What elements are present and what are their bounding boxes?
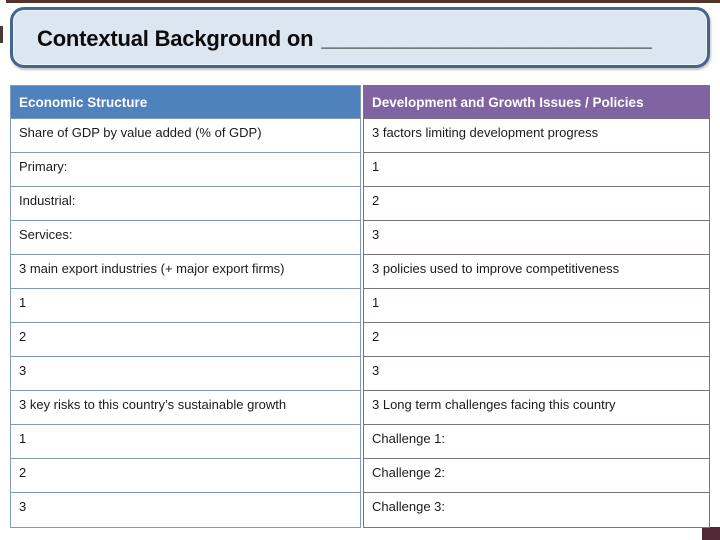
table-row: 1 bbox=[11, 425, 360, 459]
page-title: Contextual Background on bbox=[37, 26, 314, 51]
table-row: Primary: bbox=[11, 153, 360, 187]
table-row: 3 key risks to this country’s sustainabl… bbox=[11, 391, 360, 425]
table-row: 3 factors limiting development progress bbox=[364, 119, 709, 153]
development-growth-table: Development and Growth Issues / Policies… bbox=[363, 85, 710, 528]
table-row: 2 bbox=[364, 323, 709, 357]
table-row: Challenge 2: bbox=[364, 459, 709, 493]
table-row: Industrial: bbox=[11, 187, 360, 221]
table-row: Share of GDP by value added (% of GDP) bbox=[11, 119, 360, 153]
frame-edge-top bbox=[6, 0, 720, 3]
table-row: 1 bbox=[364, 153, 709, 187]
table-row: 2 bbox=[364, 187, 709, 221]
table-row: Services: bbox=[11, 221, 360, 255]
frame-corner-bottom-right bbox=[702, 527, 720, 540]
economic-structure-table: Economic Structure Share of GDP by value… bbox=[10, 85, 361, 528]
table-row: 3 bbox=[11, 357, 360, 391]
table-row: 2 bbox=[11, 459, 360, 493]
table-row: 3 bbox=[364, 221, 709, 255]
table-row: 3 Long term challenges facing this count… bbox=[364, 391, 709, 425]
table-row: 3 main export industries (+ major export… bbox=[11, 255, 360, 289]
table-row: Challenge 3: bbox=[364, 493, 709, 527]
frame-edge-left bbox=[0, 26, 3, 43]
table-row: 1 bbox=[11, 289, 360, 323]
title-box: Contextual Background on _______________… bbox=[10, 7, 710, 68]
development-growth-header: Development and Growth Issues / Policies bbox=[364, 86, 709, 119]
title-blank-line: ___________________________ bbox=[321, 26, 652, 51]
economic-structure-header: Economic Structure bbox=[11, 86, 360, 119]
table-row: 3 bbox=[364, 357, 709, 391]
table-row: Challenge 1: bbox=[364, 425, 709, 459]
table-row: 3 policies used to improve competitivene… bbox=[364, 255, 709, 289]
table-row: 3 bbox=[11, 493, 360, 527]
table-row: 1 bbox=[364, 289, 709, 323]
table-row: 2 bbox=[11, 323, 360, 357]
